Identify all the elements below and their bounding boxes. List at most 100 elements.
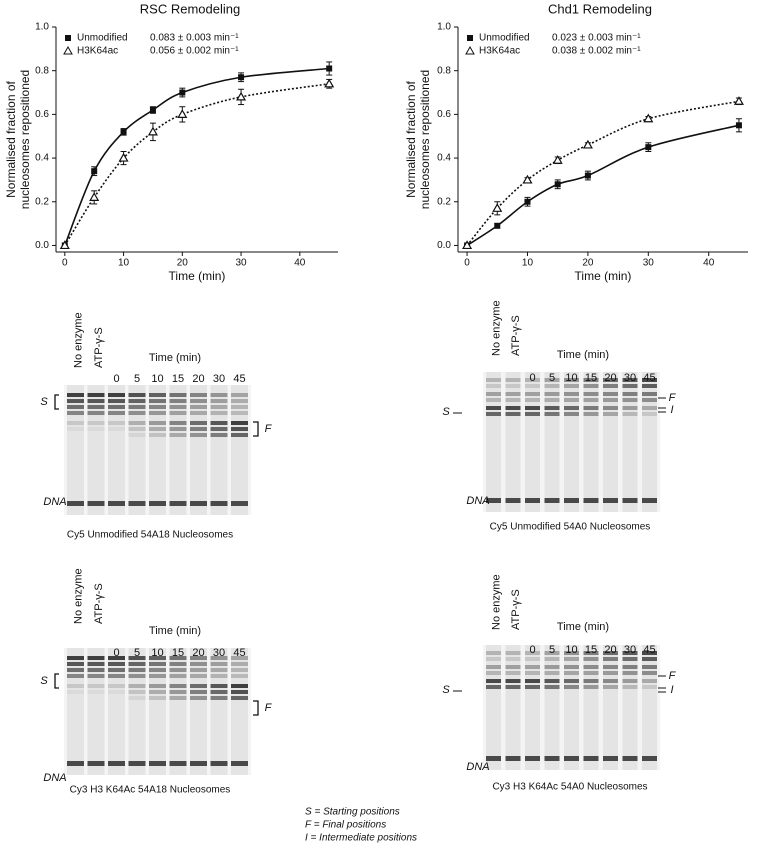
gel-lane	[642, 645, 657, 770]
gel-marker: I	[670, 404, 673, 416]
gel-band	[67, 684, 84, 688]
gel-band	[128, 501, 146, 506]
point	[120, 128, 127, 135]
gel-band	[108, 674, 125, 678]
gel-band	[190, 690, 207, 694]
fit-curve	[64, 67, 330, 246]
gel-band	[149, 405, 166, 409]
gel-band	[190, 668, 207, 672]
gel-band	[149, 696, 166, 700]
lane-time: 0	[113, 373, 119, 385]
lane-time: 30	[624, 372, 636, 384]
gel-band	[486, 657, 501, 661]
point	[236, 91, 247, 101]
gel-band	[231, 690, 248, 694]
gel-band	[190, 427, 207, 431]
lane-label: ATP-γ-S	[510, 589, 522, 630]
gel-band	[642, 685, 657, 689]
gel-band	[210, 674, 228, 678]
gel-band	[231, 761, 248, 766]
gel-band	[583, 679, 599, 683]
gel-band	[642, 679, 657, 683]
gel-band	[169, 690, 187, 694]
lane-time: 5	[549, 372, 555, 384]
gel-band	[622, 657, 638, 661]
y-tick-label: 0.2	[35, 196, 49, 207]
gel-band	[564, 685, 579, 689]
gel-band	[505, 398, 521, 402]
gel-band	[67, 393, 84, 397]
chart-title: RSC Remodeling	[140, 1, 240, 16]
gel-lane	[544, 645, 560, 770]
y-tick-label: 1.0	[437, 22, 451, 33]
gel-band	[544, 671, 560, 675]
x-axis-label: Time (min)	[169, 269, 226, 283]
y-tick-label: 0.8	[35, 65, 49, 76]
gel-band	[603, 671, 618, 675]
gel-band	[544, 398, 560, 402]
gel-band	[169, 668, 187, 672]
gel-band	[231, 427, 248, 431]
gel-band	[525, 498, 540, 503]
gel-lane	[210, 385, 228, 515]
gel-band	[149, 761, 166, 766]
lane-time: 0	[529, 372, 535, 384]
gel-band	[525, 665, 540, 669]
gel-band	[210, 656, 228, 660]
time-label: Time (min)	[149, 625, 201, 637]
gel-band	[525, 685, 540, 689]
gel-band	[564, 412, 579, 416]
gel-band	[642, 398, 657, 402]
gel-band	[622, 756, 638, 761]
gel-band	[622, 665, 638, 669]
gel-band	[87, 674, 105, 678]
gel-lane	[169, 385, 187, 515]
point	[238, 74, 245, 81]
gel-band	[149, 411, 166, 415]
gel-band	[128, 656, 146, 660]
gel-band	[231, 674, 248, 678]
gel-band	[210, 421, 228, 425]
gel-band	[564, 398, 579, 402]
x-tick-label: 0	[62, 258, 68, 269]
gel-band	[622, 685, 638, 689]
gel-band	[564, 651, 579, 655]
lane-time: 0	[113, 647, 119, 659]
gel-lane	[87, 648, 105, 775]
gel-band	[169, 696, 187, 700]
gel-lane	[190, 648, 207, 775]
gel-band	[190, 674, 207, 678]
gel-band	[231, 501, 248, 506]
x-tick-label: 40	[703, 258, 715, 269]
gel-band	[544, 392, 560, 396]
gel-band	[525, 412, 540, 416]
gel-band	[622, 406, 638, 410]
gel-band	[486, 685, 501, 689]
gel-band	[231, 405, 248, 409]
lane-time: 20	[192, 647, 204, 659]
gel-caption: Cy5 Unmodified 54A0 Nucleosomes	[490, 522, 651, 533]
gel-band	[169, 501, 187, 506]
gel-marker: S	[40, 396, 48, 408]
gel-band	[169, 405, 187, 409]
gel-band	[603, 398, 618, 402]
point	[59, 240, 70, 250]
gel-band	[149, 433, 166, 437]
gel-band	[486, 498, 501, 503]
gel-band	[128, 405, 146, 409]
gel-band	[169, 393, 187, 397]
gel-band	[544, 657, 560, 661]
lane-time: 15	[172, 373, 184, 385]
gel-band	[505, 392, 521, 396]
point	[118, 152, 129, 162]
gel-band	[622, 392, 638, 396]
gel-marker: I	[670, 684, 673, 696]
x-axis-label: Time (min)	[575, 269, 632, 283]
gel-marker: DNA	[43, 772, 66, 784]
gel-band	[642, 651, 657, 655]
gel-band	[149, 427, 166, 431]
gel-band	[583, 756, 599, 761]
y-axis-label: Normalised fraction of	[404, 80, 418, 197]
gel-band	[128, 399, 146, 403]
gel-band	[190, 405, 207, 409]
